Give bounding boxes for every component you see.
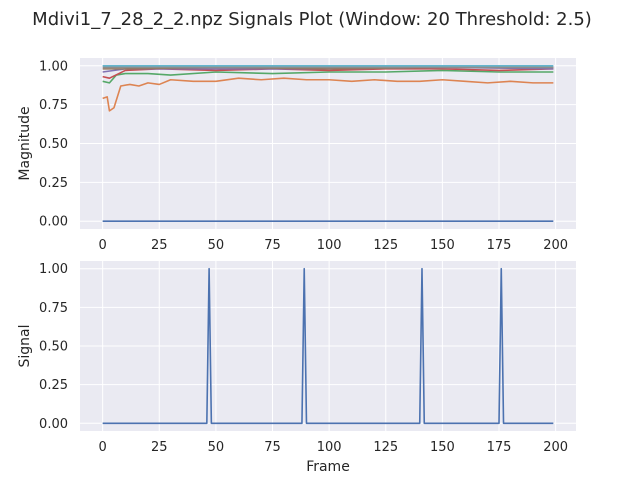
signal-x-tick-label: 200 xyxy=(543,440,568,455)
signal-x-tick-label: 50 xyxy=(208,440,225,455)
signal-x-tick-label: 25 xyxy=(151,440,168,455)
signal-y-tick-label: 1.00 xyxy=(39,262,68,277)
signal-y-tick-label: 0.00 xyxy=(39,417,68,432)
signal-x-tick-label: 125 xyxy=(373,440,398,455)
signal-y-tick-label: 0.75 xyxy=(39,301,68,316)
magnitude-x-tick-label: 50 xyxy=(208,238,225,253)
magnitude-y-axis-label: Magnitude xyxy=(17,106,33,180)
magnitude-y-tick-label: 0.25 xyxy=(39,176,68,191)
signal-series-line-0 xyxy=(102,267,554,425)
magnitude-y-tick-label: 0.50 xyxy=(39,137,68,152)
signal-x-axis-label: Frame xyxy=(306,459,350,475)
magnitude-x-tick-label: 75 xyxy=(264,238,281,253)
magnitude-y-tick-label: 0.00 xyxy=(39,215,68,230)
magnitude-x-tick-label: 150 xyxy=(430,238,455,253)
signal-axes: 0 25 50 75 100 125 150 175 200 0.00 0.25 0.50 0.75 1.… xyxy=(17,261,576,475)
signal-y-axis-label: Signal xyxy=(17,324,33,367)
magnitude-x-tick-label: 25 xyxy=(151,238,168,253)
magnitude-series-line-1 xyxy=(102,77,554,112)
magnitude-x-tick-label: 100 xyxy=(317,238,342,253)
signal-y-tick-label: 0.25 xyxy=(39,378,68,393)
magnitude-axes: 0 25 50 75 100 125 150 175 200 0.00 0.25 0.50 0.75 1.… xyxy=(17,58,576,253)
magnitude-x-tick-label: 0 xyxy=(99,238,107,253)
magnitude-y-tick-label: 0.75 xyxy=(39,98,68,113)
magnitude-x-tick-label: 175 xyxy=(487,238,512,253)
magnitude-y-tick-label: 1.00 xyxy=(39,59,68,74)
figure-title: Mdivi1_7_28_2_2.npz Signals Plot (Window… xyxy=(32,9,592,30)
signal-x-tick-label: 100 xyxy=(317,440,342,455)
signal-x-tick-label: 150 xyxy=(430,440,455,455)
magnitude-x-tick-label: 125 xyxy=(373,238,398,253)
signal-x-tick-label: 75 xyxy=(264,440,281,455)
signal-y-tick-label: 0.50 xyxy=(39,340,68,355)
signal-x-tick-label: 175 xyxy=(487,440,512,455)
signal-x-tick-label: 0 xyxy=(99,440,107,455)
magnitude-x-tick-label: 200 xyxy=(543,238,568,253)
